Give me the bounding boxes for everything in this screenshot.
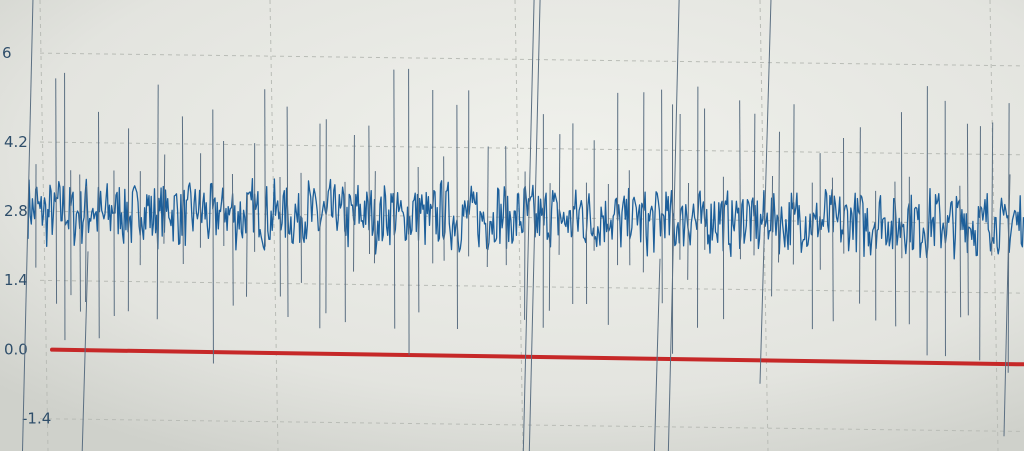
signal-trace — [27, 177, 1024, 260]
signal-spike-large — [522, 0, 535, 451]
signal-spike — [524, 171, 526, 320]
signal-spike — [156, 84, 159, 320]
y-tick-label: 4.2 — [4, 133, 28, 151]
signal-spike — [456, 104, 458, 330]
y-tick-label: 2.8 — [4, 202, 28, 220]
signal-spike — [264, 89, 266, 247]
signal-spike-large — [528, 0, 541, 451]
signal-spike — [831, 177, 834, 322]
signal-spike — [661, 89, 663, 304]
signal-spike-large — [759, 0, 772, 384]
signal-spike-large — [81, 251, 89, 451]
signal-spike — [79, 174, 81, 312]
signal-spike — [231, 173, 234, 306]
signal-spike-large — [653, 258, 661, 451]
signal-spike — [98, 111, 100, 339]
signal-spike — [286, 106, 289, 317]
signal-spike — [486, 146, 489, 267]
signal-spike — [55, 78, 58, 304]
signal-spike — [245, 194, 248, 297]
signal-spike — [368, 125, 371, 255]
signal-spike — [753, 113, 756, 256]
signal-spike — [558, 134, 561, 255]
signal-spike — [373, 171, 376, 264]
grid-line-v — [39, 0, 49, 451]
signal-spike — [353, 135, 355, 272]
signal-series — [22, 0, 1024, 451]
grid-line-v — [514, 0, 524, 451]
signal-spike — [212, 109, 214, 364]
grid-line-v — [759, 0, 769, 451]
signal-spike-large — [1003, 174, 1011, 437]
y-tick-label: 1.4 — [4, 271, 28, 289]
signal-spike — [628, 170, 631, 266]
signal-spike — [894, 181, 897, 327]
signal-spike — [792, 104, 795, 265]
signal-spike — [959, 185, 962, 318]
signal-spike — [85, 185, 87, 303]
signal-spike — [417, 166, 420, 313]
reference-series — [50, 347, 1024, 367]
signal-spike — [163, 154, 166, 244]
y-axis-ticks: 6 4.2 2.8 1.4 0.0 -1.4 — [2, 44, 51, 428]
signal-spike — [979, 126, 981, 361]
reference-line — [50, 347, 1024, 367]
grid-line-v — [269, 0, 279, 451]
signal-spike-large — [667, 0, 680, 451]
signal-spike — [991, 122, 994, 256]
signal-spike — [505, 146, 507, 266]
signal-spike — [771, 176, 774, 297]
signal-spike — [739, 100, 741, 260]
signal-spike — [687, 182, 690, 280]
signal-spike — [181, 116, 184, 265]
y-tick-label: 6 — [2, 44, 12, 62]
signal-spike — [393, 69, 396, 329]
y-tick-label: -1.4 — [22, 410, 51, 428]
signal-spike — [778, 131, 780, 263]
signal-spike-large — [22, 0, 34, 451]
signal-spike — [966, 123, 969, 316]
y-tick-label: 0.0 — [4, 340, 28, 358]
signal-spike — [859, 127, 861, 304]
signal-spike — [548, 183, 551, 311]
